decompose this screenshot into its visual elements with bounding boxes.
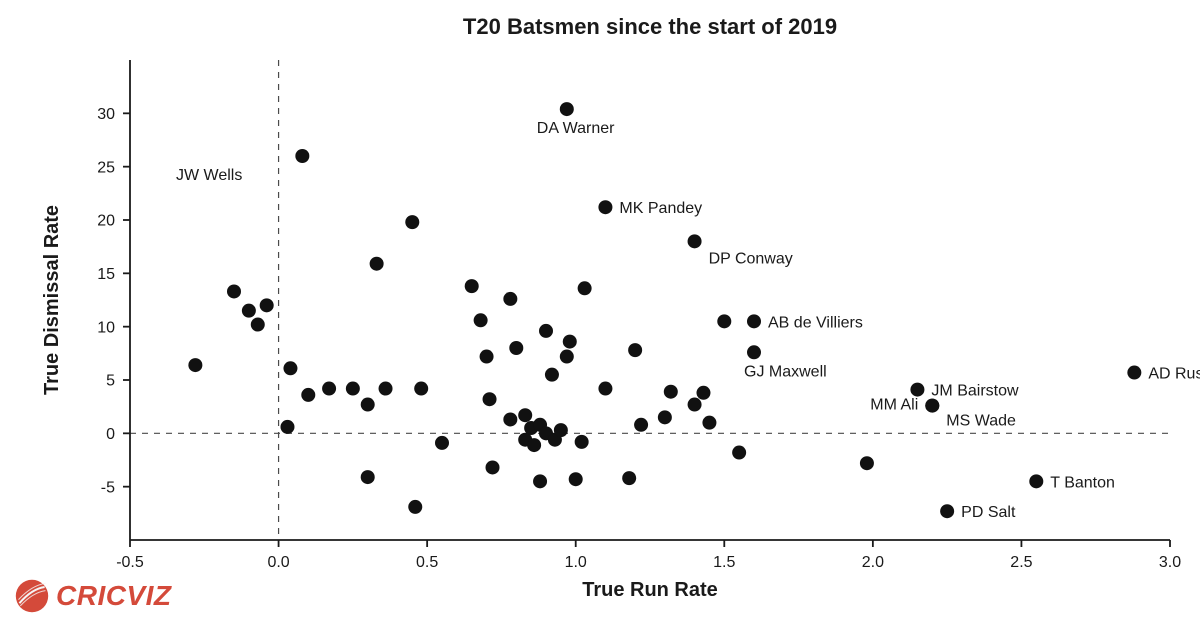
data-point — [370, 257, 384, 271]
data-point-label: JM Bairstow — [931, 383, 1019, 400]
data-point-label: DA Warner — [537, 120, 615, 137]
data-point-label: JW Wells — [176, 167, 242, 184]
data-point — [1029, 474, 1043, 488]
data-point — [717, 314, 731, 328]
chart-title: T20 Batsmen since the start of 2019 — [463, 14, 837, 39]
scatter-chart: T20 Batsmen since the start of 2019 JW We… — [0, 0, 1200, 624]
data-point-label: DP Conway — [709, 250, 793, 267]
data-point — [465, 279, 479, 293]
data-point — [533, 474, 547, 488]
y-tick-label: 10 — [97, 319, 115, 336]
data-point — [483, 392, 497, 406]
data-point — [480, 350, 494, 364]
data-point-label: PD Salt — [961, 504, 1016, 521]
y-tick-label: 0 — [106, 426, 115, 443]
data-point — [509, 341, 523, 355]
data-point — [598, 382, 612, 396]
data-point — [747, 345, 761, 359]
data-point — [569, 472, 583, 486]
chart-background — [0, 0, 1200, 624]
data-point — [622, 471, 636, 485]
data-point-label: MS Wade — [946, 413, 1016, 430]
y-tick-label: -5 — [101, 479, 115, 496]
data-point — [408, 500, 422, 514]
data-point — [702, 416, 716, 430]
brand-logo: CRICVIZ — [14, 578, 172, 614]
x-tick-label: -0.5 — [116, 554, 144, 571]
data-point — [925, 399, 939, 413]
x-tick-label: 0.0 — [267, 554, 289, 571]
data-point — [545, 368, 559, 382]
data-point — [664, 385, 678, 399]
data-point — [322, 382, 336, 396]
data-point — [860, 456, 874, 470]
data-point — [361, 398, 375, 412]
data-point — [527, 438, 541, 452]
data-point — [435, 436, 449, 450]
data-point-label: MM Ali — [870, 397, 918, 414]
x-tick-label: 2.5 — [1010, 554, 1032, 571]
data-point — [301, 388, 315, 402]
data-point — [539, 324, 553, 338]
data-point — [598, 200, 612, 214]
y-tick-label: 20 — [97, 213, 115, 230]
data-point — [634, 418, 648, 432]
data-point — [414, 382, 428, 396]
data-point — [283, 361, 297, 375]
data-point — [503, 412, 517, 426]
data-point — [578, 281, 592, 295]
data-point-label: GJ Maxwell — [744, 363, 827, 380]
data-point — [379, 382, 393, 396]
data-point — [688, 234, 702, 248]
data-point — [486, 460, 500, 474]
y-axis-label: True Dismissal Rate — [41, 205, 63, 395]
y-tick-label: 15 — [97, 266, 115, 283]
data-point — [242, 304, 256, 318]
data-point-label: AD Russell — [1148, 366, 1200, 383]
data-point — [1127, 366, 1141, 380]
y-tick-label: 30 — [97, 106, 115, 123]
chart-container: T20 Batsmen since the start of 2019 JW We… — [0, 0, 1200, 624]
y-tick-label: 5 — [106, 373, 115, 390]
data-point — [696, 386, 710, 400]
data-point — [628, 343, 642, 357]
x-tick-label: 3.0 — [1159, 554, 1181, 571]
data-point — [518, 408, 532, 422]
x-tick-label: 1.0 — [565, 554, 587, 571]
data-point — [346, 382, 360, 396]
data-point — [747, 314, 761, 328]
data-point — [688, 398, 702, 412]
cricket-ball-icon — [14, 578, 50, 614]
data-point-label: T Banton — [1050, 474, 1115, 491]
data-point-label: MK Pandey — [619, 200, 702, 217]
data-point — [260, 298, 274, 312]
data-point — [474, 313, 488, 327]
data-point — [554, 423, 568, 437]
x-axis-label: True Run Rate — [582, 579, 718, 601]
data-point — [560, 102, 574, 116]
brand-text: CRICVIZ — [56, 580, 172, 612]
data-point — [295, 149, 309, 163]
data-point — [940, 504, 954, 518]
data-point — [405, 215, 419, 229]
data-point — [910, 383, 924, 397]
y-tick-label: 25 — [97, 159, 115, 176]
data-point — [251, 318, 265, 332]
data-point — [227, 284, 241, 298]
data-point-label: AB de Villiers — [768, 314, 863, 331]
x-tick-label: 2.0 — [862, 554, 884, 571]
data-point — [188, 358, 202, 372]
data-point — [575, 435, 589, 449]
x-tick-label: 1.5 — [713, 554, 735, 571]
data-point — [658, 410, 672, 424]
data-point — [560, 350, 574, 364]
data-point — [361, 470, 375, 484]
data-point — [732, 446, 746, 460]
data-point — [563, 335, 577, 349]
data-point — [503, 292, 517, 306]
data-point — [280, 420, 294, 434]
x-tick-label: 0.5 — [416, 554, 438, 571]
